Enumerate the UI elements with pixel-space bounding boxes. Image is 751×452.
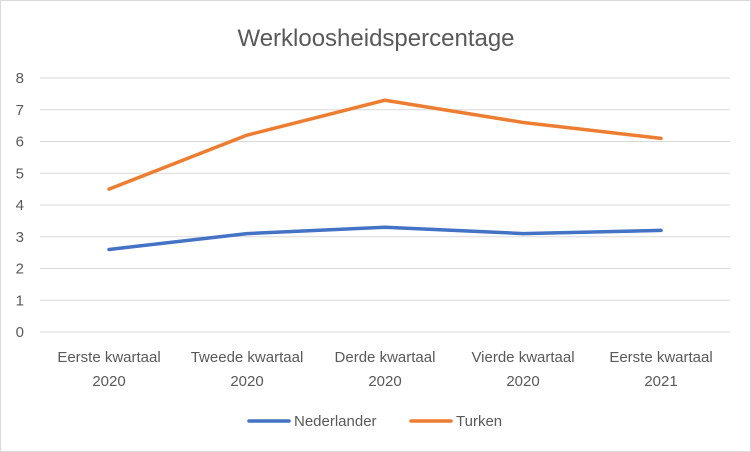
data-point-turken — [245, 133, 249, 137]
data-point-nederlander — [245, 232, 249, 236]
y-tick-label: 0 — [16, 324, 24, 341]
x-tick-label: Derde kwartaal 2020 — [335, 349, 436, 390]
y-tick-label: 5 — [16, 165, 24, 182]
chart-title: Werkloosheidspercentage — [237, 25, 514, 52]
legend-label-nederlander: Nederlander — [294, 413, 377, 430]
data-point-nederlander — [659, 228, 663, 232]
y-tick-label: 1 — [16, 292, 24, 309]
data-point-nederlander — [383, 225, 387, 229]
y-tick-label: 6 — [16, 134, 24, 151]
y-tick-label: 4 — [16, 197, 24, 214]
data-point-turken — [521, 120, 525, 124]
y-tick-label: 7 — [16, 102, 24, 119]
series-line-turken — [107, 98, 663, 191]
data-point-turken — [383, 98, 387, 102]
y-axis-ticks: 0 1 2 3 4 5 6 7 8 — [16, 70, 24, 341]
series-lines — [107, 98, 663, 252]
y-tick-label: 2 — [16, 261, 24, 278]
gridlines — [40, 77, 730, 333]
data-point-nederlander — [107, 247, 111, 251]
y-tick-label: 3 — [16, 229, 24, 246]
series-line-nederlander — [107, 225, 663, 252]
y-tick-label: 8 — [16, 70, 24, 87]
legend-label-turken: Turken — [456, 413, 502, 430]
x-tick-label: Tweede kwartaal 2020 — [191, 349, 304, 390]
x-tick-label: Vierde kwartaal 2020 — [471, 349, 574, 390]
data-point-turken — [107, 187, 111, 191]
legend: Nederlander Turken — [247, 413, 502, 430]
x-tick-label: Eerste kwartaal 2021 — [609, 349, 712, 390]
x-tick-label: Eerste kwartaal 2020 — [57, 349, 160, 390]
data-point-nederlander — [521, 232, 525, 236]
x-axis-ticks: Eerste kwartaal 2020 Tweede kwartaal 2020 De… — [57, 349, 712, 390]
data-point-turken — [659, 136, 663, 140]
